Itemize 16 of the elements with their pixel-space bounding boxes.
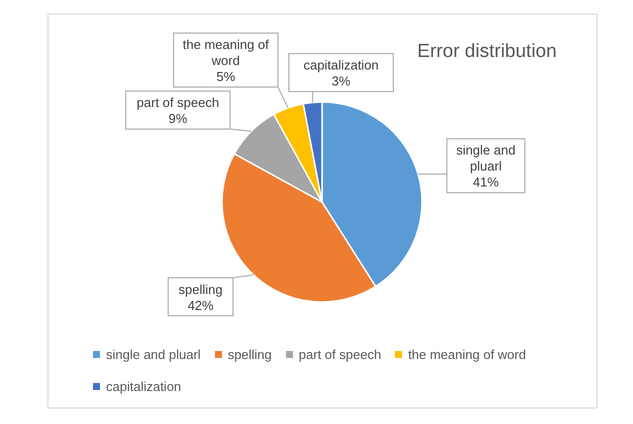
data-label: 41%: [472, 174, 500, 190]
legend-label: part of speech: [298, 346, 382, 362]
data-label: 9%: [168, 111, 188, 126]
slice-label: spelling: [178, 282, 223, 297]
legend-label: capitalization: [106, 378, 182, 394]
data-label: 42%: [188, 298, 214, 313]
slice-label: the meaning of word: [182, 37, 270, 68]
data-label: 3%: [332, 74, 351, 89]
slice-label: capitalization: [304, 58, 379, 73]
data-label: 5%: [216, 69, 236, 84]
chart-title: Error distribution: [417, 41, 557, 62]
slice-label: part of speech: [136, 95, 220, 110]
legend-label: single and pluarl: [106, 346, 201, 362]
slice-label: single and pluarl: [456, 142, 516, 174]
legend-label: spelling: [228, 346, 272, 362]
legend-label: the meaning of word: [408, 346, 526, 362]
